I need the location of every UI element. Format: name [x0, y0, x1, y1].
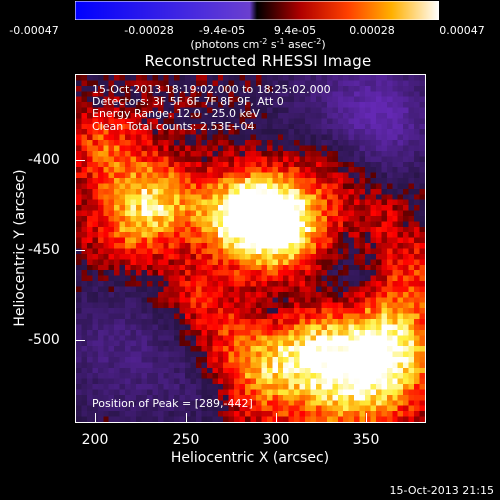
y-tickmark: [76, 250, 85, 251]
energy-range-label: Energy Range: 12.0 - 25.0 keV: [92, 107, 260, 120]
plot-title: Reconstructed RHESSI Image: [144, 52, 372, 70]
x-tickmark: [95, 413, 96, 422]
colorbar-tick: 0.00028: [349, 24, 395, 37]
detectors-label: Detectors: 3F 5F 6F 7F 8F 9F, Att 0: [92, 95, 284, 108]
y-axis-label: Heliocentric Y (arcsec): [12, 169, 28, 327]
time-range-label: 15-Oct-2013 18:19:02.000 to 18:25:02.000: [92, 83, 331, 96]
colorbar: [75, 1, 439, 20]
x-tick-label: 350: [352, 432, 380, 448]
colorbar-tick: -0.00028: [124, 24, 174, 37]
rhessi-image: [76, 75, 425, 422]
x-tick-label: 300: [262, 432, 290, 448]
colorbar-unit: (photons cm-2 s-1 asec-2): [190, 37, 326, 51]
x-tickmark: [186, 413, 187, 422]
colorbar-tick: 0.00047: [439, 24, 485, 37]
x-axis-label: Heliocentric X (arcsec): [170, 450, 330, 466]
colorbar-tick: -0.00047: [9, 24, 59, 37]
y-tick-label: -450: [28, 242, 60, 258]
plot-frame: [75, 74, 426, 423]
timestamp-footer: 15-Oct-2013 21:15: [389, 484, 494, 497]
y-tickmark: [76, 340, 85, 341]
x-tickmark: [276, 413, 277, 422]
y-tick-label: -400: [28, 152, 60, 168]
y-tick-label: -500: [28, 332, 60, 348]
y-tickmark: [76, 160, 85, 161]
x-tickmark: [366, 413, 367, 422]
x-tick-label: 200: [81, 432, 109, 448]
x-tick-label: 250: [172, 432, 200, 448]
colorbar-tick: 9.4e-05: [273, 24, 317, 37]
peak-position-label: Position of Peak = [289,-442]: [92, 397, 253, 410]
colorbar-tick: -9.4e-05: [198, 24, 246, 37]
clean-counts-label: Clean Total counts: 2.53E+04: [92, 120, 255, 133]
